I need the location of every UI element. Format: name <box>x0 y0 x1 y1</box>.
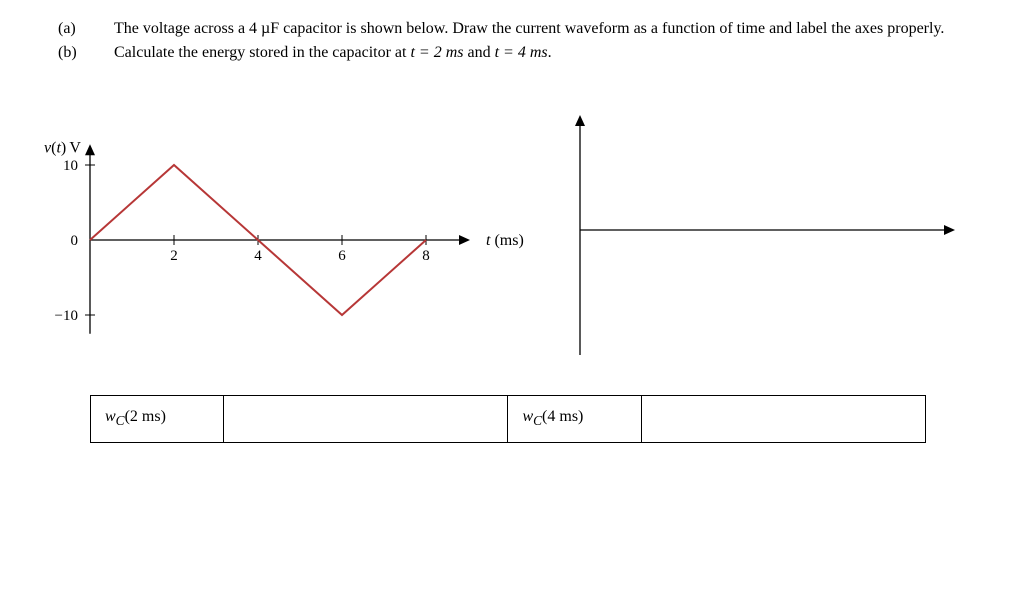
answer-table: wC(2 ms) wC(4 ms) <box>90 395 926 443</box>
svg-text:10: 10 <box>63 158 78 174</box>
wc2-value-cell[interactable] <box>224 396 508 443</box>
problem-part-a: (a)The voltage across a 4 µF capacitor i… <box>86 18 946 40</box>
svg-text:−10: −10 <box>55 308 78 324</box>
problem-text: (a)The voltage across a 4 µF capacitor i… <box>86 18 946 67</box>
part-b-t1: t = 2 ms <box>410 44 463 61</box>
wc4-math: wC(4 ms) <box>522 408 583 425</box>
label-a: (a) <box>86 18 114 40</box>
table-row: wC(2 ms) wC(4 ms) <box>91 396 926 443</box>
svg-text:8: 8 <box>422 248 430 264</box>
label-b: (b) <box>86 42 114 64</box>
wc4-value-cell[interactable] <box>641 396 925 443</box>
wc4-label-cell: wC(4 ms) <box>508 396 641 443</box>
problem-part-b: (b)Calculate the energy stored in the ca… <box>86 42 946 64</box>
wc2-label-cell: wC(2 ms) <box>91 396 224 443</box>
svg-text:4: 4 <box>254 248 262 264</box>
part-a-text: The voltage across a 4 µF capacitor is s… <box>114 20 944 37</box>
svg-text:v(t) V: v(t) V <box>44 139 81 156</box>
part-b-prefix: Calculate the energy stored in the capac… <box>114 44 410 61</box>
part-b-t2: t = 4 ms <box>495 44 548 61</box>
svg-text:6: 6 <box>338 248 346 264</box>
svg-text:2: 2 <box>170 248 178 264</box>
part-b-dot: . <box>548 44 552 61</box>
svg-text:t (ms): t (ms) <box>486 232 524 249</box>
svg-text:0: 0 <box>71 233 79 249</box>
blank-axes <box>560 110 960 360</box>
part-b-and: and <box>464 44 495 61</box>
voltage-chart: 2 4 6 8 −10 0 10 v(t) V t (ms) <box>20 110 560 360</box>
wc2-math: wC(2 ms) <box>105 408 166 425</box>
